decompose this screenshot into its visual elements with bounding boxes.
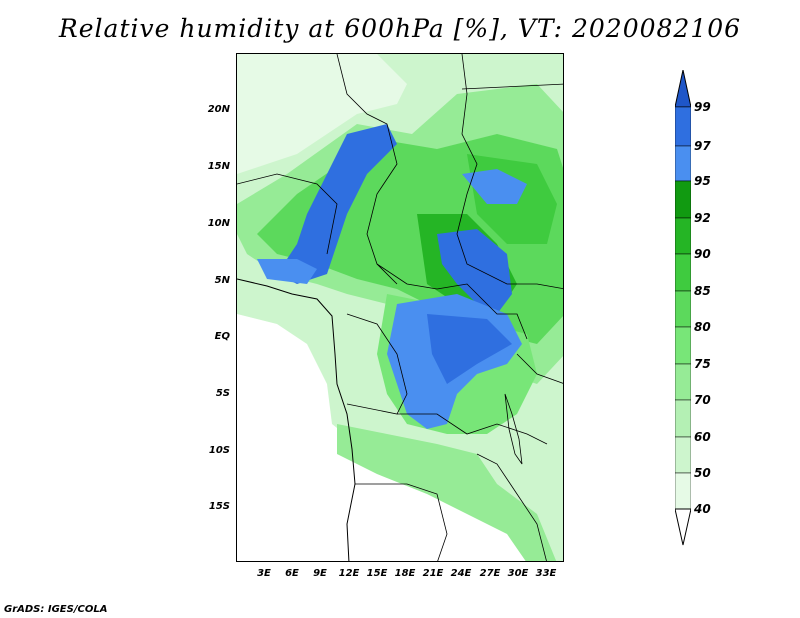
lon-label-12e: 12E [338,568,360,579]
colorbar-label-97: 97 [694,139,711,153]
country-border-7 [355,483,448,561]
lat-label-10s: 10S [208,445,230,456]
country-border-9 [516,353,563,384]
lon-label-27e: 27E [479,568,501,579]
lake-outline [504,393,523,465]
colorbar-bin-97-99 [675,106,691,147]
colorbar-bin-85-90 [675,253,691,292]
grads-credit: GrADS: IGES/COLA [4,604,108,615]
coastline [237,278,356,561]
country-border-10 [461,83,563,90]
lat-label-5s: 5S [215,388,230,399]
colorbar-bin-75-80 [675,326,691,365]
country-border-2 [456,54,563,290]
colorbar-over-arrow [675,70,691,108]
map-panel [236,53,564,562]
lat-label-20n: 20N [207,104,230,115]
country-border-4 [376,263,528,340]
colorbar-label-50: 50 [694,466,711,480]
colorbar-label-70: 70 [694,393,711,407]
rh-field-blue-2 [257,259,317,284]
rh-field-blue-5 [427,314,512,384]
colorbar [675,70,691,546]
colorbar-label-95: 95 [694,174,711,188]
colorbar-label-80: 80 [694,320,711,334]
colorbar-bin-50-60 [675,436,691,474]
country-border-6 [397,413,548,445]
lat-label-10n: 10N [207,218,230,229]
colorbar-label-75: 75 [694,357,711,371]
colorbar-bin-40-50 [675,472,691,510]
lon-label-15e: 15E [366,568,388,579]
colorbar-label-90: 90 [694,247,711,261]
colorbar-bin-60-70 [675,399,691,438]
lon-label-9e: 9E [313,568,327,579]
rh-field-blue-6 [462,169,527,204]
colorbar-under-arrow [675,508,691,546]
plot-title: Relative humidity at 600hPa [%], VT: 202… [58,14,742,43]
colorbar-label-92: 92 [694,211,711,225]
humidity-field [237,54,563,561]
lon-label-18e: 18E [394,568,416,579]
lat-label-5n: 5N [214,275,230,286]
colorbar-label-85: 85 [694,284,711,298]
colorbar-bin-80-85 [675,290,691,328]
rh-field-green-d [337,424,557,561]
colorbar-label-40: 40 [694,502,711,516]
lat-label-15s: 15S [208,501,230,512]
country-border-3 [237,173,338,255]
lon-label-30e: 30E [507,568,529,579]
lon-label-21e: 21E [422,568,444,579]
lon-label-33e: 33E [535,568,557,579]
lon-label-24e: 24E [450,568,472,579]
country-border-1 [336,54,398,285]
colorbar-bin-70-75 [675,363,691,401]
colorbar-bin-95-97 [675,145,691,182]
lon-label-3e: 3E [257,568,271,579]
colorbar-bin-90-92 [675,217,691,255]
colorbar-label-99: 99 [694,100,711,114]
lon-label-6e: 6E [285,568,299,579]
lat-label-eq: EQ [214,331,230,342]
lat-label-15n: 15N [207,161,230,172]
rh-field-blue-3 [437,229,512,314]
colorbar-label-60: 60 [694,430,711,444]
colorbar-bin-92-95 [675,180,691,219]
rh-field-sahara-dry [237,54,407,174]
country-border-8 [476,453,547,561]
country-border-5 [346,313,408,415]
